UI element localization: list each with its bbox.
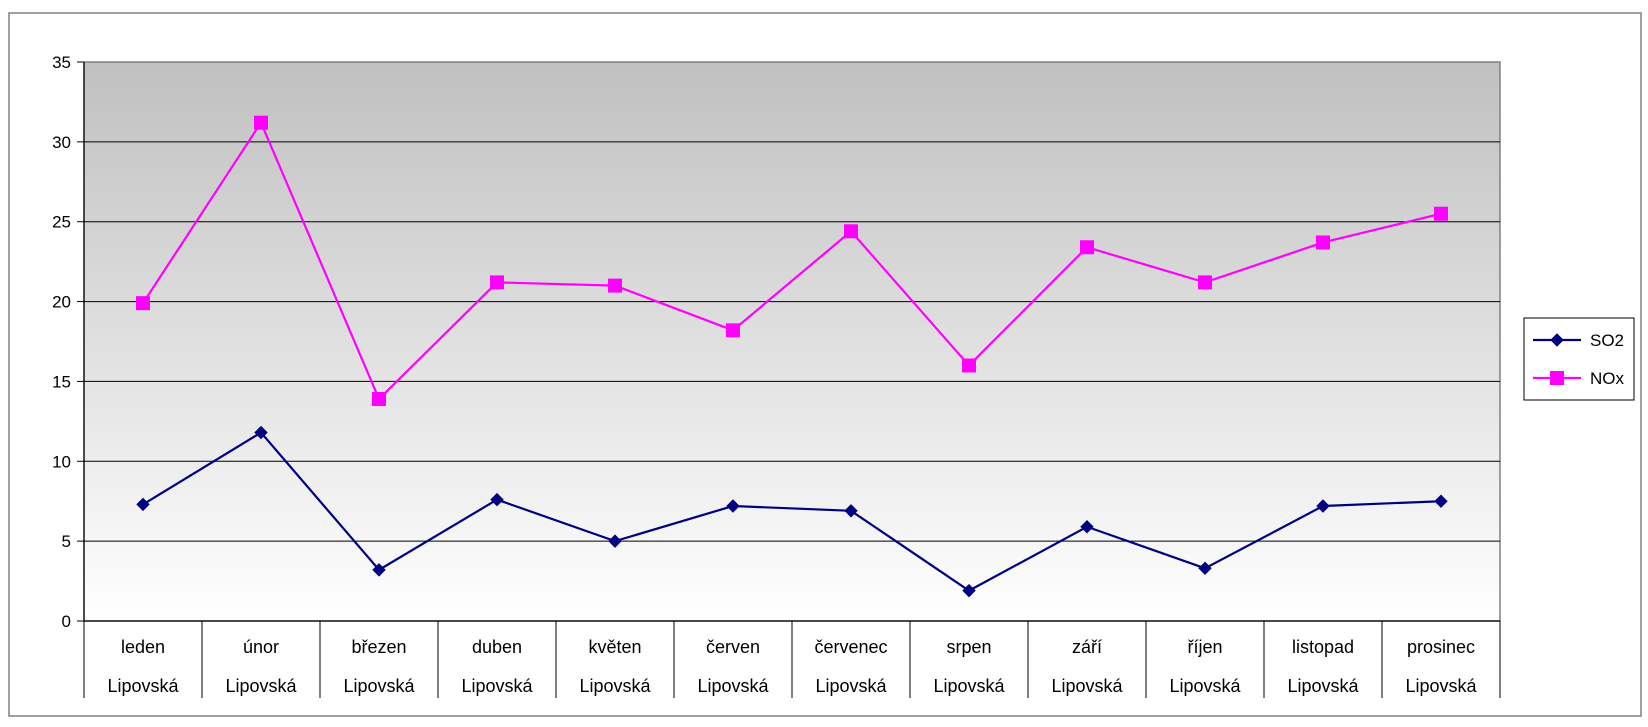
series-group — [136, 115, 1448, 598]
x-group-label: Lipovská — [579, 676, 651, 696]
data-point-nox — [726, 323, 740, 338]
data-point-nox — [1198, 275, 1212, 290]
plot-area — [83, 61, 1501, 622]
legend-label-nox: NOx — [1590, 369, 1625, 388]
x-tick-label: březen — [351, 637, 406, 657]
data-point-nox — [372, 391, 386, 406]
x-tick-label: září — [1072, 637, 1102, 657]
x-group-label: Lipovská — [933, 676, 1005, 696]
y-tick-label: 35 — [52, 53, 71, 72]
x-group-label: Lipovská — [1405, 676, 1477, 696]
data-point-so2 — [136, 497, 150, 512]
y-tick-label: 15 — [52, 372, 71, 391]
x-tick-label: červen — [706, 637, 760, 657]
x-group-label: Lipovská — [1169, 676, 1241, 696]
data-point-so2 — [490, 492, 504, 507]
x-tick-label: leden — [121, 637, 165, 657]
data-point-so2 — [1080, 520, 1094, 534]
x-group-label: Lipovská — [461, 676, 533, 696]
x-group-label: Lipovská — [1287, 676, 1359, 696]
data-point-so2 — [726, 499, 740, 513]
x-tick-label: listopad — [1292, 637, 1354, 657]
x-tick-label: duben — [472, 637, 522, 657]
x-tick-label: prosinec — [1407, 637, 1475, 657]
data-point-nox — [136, 296, 150, 311]
legend: SO2 NOx — [1523, 317, 1635, 401]
data-point-nox — [1316, 235, 1330, 250]
y-tick-label: 20 — [52, 293, 71, 312]
data-point-so2 — [844, 504, 858, 518]
y-tick-label: 30 — [52, 133, 71, 152]
data-point-nox — [962, 358, 976, 373]
x-group-label: Lipovská — [107, 676, 179, 696]
series-line-nox — [142, 120, 1442, 401]
data-point-so2 — [254, 425, 268, 440]
x-group-label: Lipovská — [1051, 676, 1123, 696]
legend-marker-nox — [1550, 371, 1564, 385]
series-line-so2 — [142, 431, 1442, 592]
x-tick-label: srpen — [946, 637, 991, 657]
data-point-so2 — [1434, 494, 1448, 508]
data-point-nox — [844, 224, 858, 239]
data-point-so2 — [1316, 499, 1330, 513]
x-group-label: Lipovská — [697, 676, 769, 696]
data-point-nox — [608, 278, 622, 293]
data-point-nox — [490, 275, 504, 290]
y-tick-label: 25 — [52, 213, 71, 232]
data-point-so2 — [608, 534, 622, 548]
data-point-so2 — [1198, 561, 1212, 576]
data-point-so2 — [372, 563, 386, 577]
data-point-so2 — [962, 583, 976, 598]
x-tick-label: únor — [243, 637, 279, 657]
x-tick-label: červenec — [814, 637, 887, 657]
data-point-nox — [254, 115, 268, 130]
grid-lines — [84, 141, 1500, 542]
x-tick-label: květen — [588, 637, 641, 657]
y-tick-label: 0 — [62, 612, 71, 631]
data-point-nox — [1080, 240, 1094, 255]
y-tick-label: 10 — [52, 452, 71, 471]
x-group-label: Lipovská — [225, 676, 297, 696]
x-group-label: Lipovská — [343, 676, 415, 696]
legend-label-so2: SO2 — [1590, 331, 1624, 350]
x-tick-label: říjen — [1187, 637, 1222, 657]
y-tick-label: 5 — [62, 532, 71, 551]
axes: 0 5 10 15 20 25 30 35 leden Lipovská únor Lipovská b… — [52, 53, 1501, 698]
data-point-nox — [1434, 206, 1448, 221]
x-group-label: Lipovská — [815, 676, 887, 696]
legend-box — [1523, 317, 1635, 401]
legend-marker-so2 — [1550, 333, 1564, 347]
